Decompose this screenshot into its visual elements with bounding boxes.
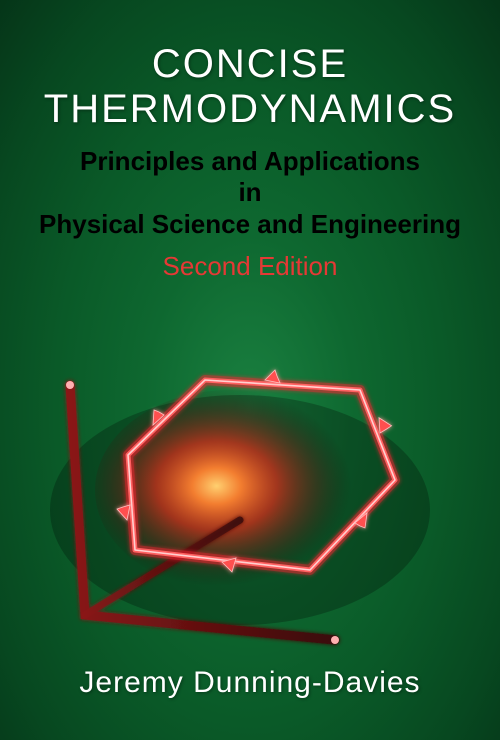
book-subtitle: Principles and Applications in Physical …	[0, 146, 500, 241]
book-title: CONCISE THERMODYNAMICS	[0, 42, 500, 132]
book-cover: CONCISE THERMODYNAMICS Principles and Ap…	[0, 0, 500, 740]
subtitle-line-2: in	[238, 177, 261, 207]
subtitle-line-3: Physical Science and Engineering	[39, 209, 461, 239]
cycle-diagram-svg	[30, 335, 470, 655]
cycle-diagram-graphic	[30, 335, 470, 655]
title-line-1: CONCISE	[152, 42, 348, 86]
edition-label: Second Edition	[0, 251, 500, 282]
subtitle-line-1: Principles and Applications	[80, 146, 420, 176]
title-line-2: THERMODYNAMICS	[44, 87, 456, 131]
author-name: Jeremy Dunning-Davies	[0, 666, 500, 700]
